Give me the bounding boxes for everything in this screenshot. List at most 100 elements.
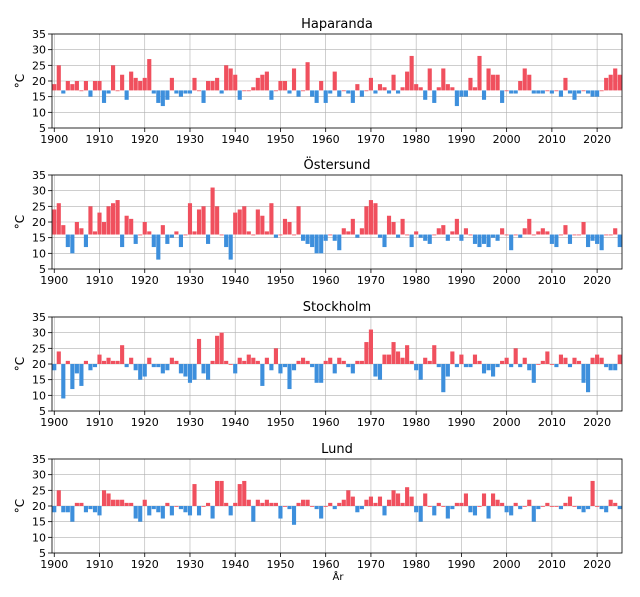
- bar: [382, 87, 387, 91]
- bar: [576, 506, 582, 510]
- bar: [314, 364, 319, 383]
- bar: [169, 357, 174, 364]
- bar: [504, 234, 509, 236]
- bar: [549, 234, 554, 244]
- bar: [364, 342, 369, 364]
- bar: [423, 493, 428, 506]
- chart-title: Stockholm: [303, 300, 371, 315]
- bar: [513, 348, 518, 364]
- bar: [608, 234, 613, 236]
- bar: [572, 506, 577, 507]
- bar: [346, 490, 351, 506]
- bar: [83, 81, 88, 91]
- bar: [572, 90, 577, 100]
- bar: [586, 234, 591, 248]
- bar: [278, 364, 283, 374]
- y-tick-label: 5: [39, 122, 46, 135]
- bar: [246, 354, 251, 364]
- bar: [210, 506, 215, 519]
- bar: [160, 225, 165, 235]
- y-tick-label: 30: [32, 44, 46, 57]
- y-tick-label: 15: [32, 91, 46, 104]
- bar: [472, 506, 478, 516]
- bar: [156, 506, 161, 513]
- bar: [486, 68, 491, 91]
- bar: [305, 62, 310, 91]
- bar: [196, 338, 202, 364]
- bar: [391, 342, 396, 364]
- bar: [350, 364, 355, 374]
- x-tick-label: 1920: [131, 558, 159, 571]
- bar: [472, 234, 478, 244]
- bar: [124, 502, 129, 506]
- bar: [165, 502, 170, 506]
- bar: [540, 360, 545, 364]
- bar: [219, 234, 224, 236]
- bar: [228, 234, 233, 260]
- bar: [405, 71, 410, 91]
- bar: [296, 502, 301, 506]
- x-tick-label: 1940: [221, 274, 249, 287]
- bar: [427, 68, 432, 91]
- bar: [495, 74, 500, 91]
- bar: [65, 506, 70, 513]
- bar: [88, 364, 93, 371]
- bar: [255, 499, 260, 506]
- bar: [386, 354, 392, 364]
- y-tick-label: 20: [32, 75, 46, 88]
- bar: [56, 351, 61, 364]
- bar: [178, 506, 183, 510]
- bar: [328, 90, 333, 94]
- bar: [273, 348, 278, 364]
- bar: [142, 77, 147, 91]
- bar: [590, 480, 595, 506]
- bar: [328, 357, 333, 364]
- bar: [423, 90, 428, 100]
- bar: [590, 90, 595, 97]
- bar: [65, 234, 70, 248]
- bar: [115, 90, 120, 92]
- bar: [147, 506, 152, 516]
- x-tick-label: 1940: [221, 416, 249, 429]
- bar: [61, 90, 66, 94]
- bar: [504, 506, 509, 513]
- bar: [513, 502, 518, 506]
- bar: [454, 364, 459, 368]
- bar: [296, 206, 301, 235]
- bar: [500, 90, 505, 103]
- bar: [500, 228, 505, 235]
- bar: [590, 234, 595, 241]
- bar: [242, 480, 247, 506]
- bar: [545, 351, 550, 364]
- bar: [224, 65, 229, 91]
- bar: [169, 506, 174, 516]
- bar: [251, 506, 256, 522]
- y-tick-label: 30: [32, 185, 46, 198]
- bar: [549, 90, 554, 94]
- bar: [61, 364, 66, 399]
- bar: [215, 480, 220, 506]
- bar: [468, 234, 473, 236]
- bar: [373, 90, 378, 94]
- bar: [459, 234, 464, 241]
- x-tick-label: 1960: [312, 133, 340, 146]
- bar: [133, 77, 138, 91]
- bar: [391, 74, 396, 91]
- bar: [572, 357, 577, 364]
- bar: [56, 490, 61, 506]
- bar: [237, 209, 242, 235]
- bar: [178, 364, 183, 374]
- bar: [405, 487, 410, 506]
- bar: [617, 506, 622, 510]
- chart-title: Lund: [321, 442, 353, 457]
- bar: [509, 90, 514, 94]
- bar: [120, 74, 125, 91]
- bar: [522, 68, 527, 91]
- bar: [264, 231, 269, 235]
- x-tick-label: 1900: [40, 558, 68, 571]
- bar: [445, 506, 450, 519]
- bar: [599, 90, 604, 92]
- bar: [323, 506, 328, 507]
- bar: [101, 360, 107, 364]
- bar: [472, 354, 478, 364]
